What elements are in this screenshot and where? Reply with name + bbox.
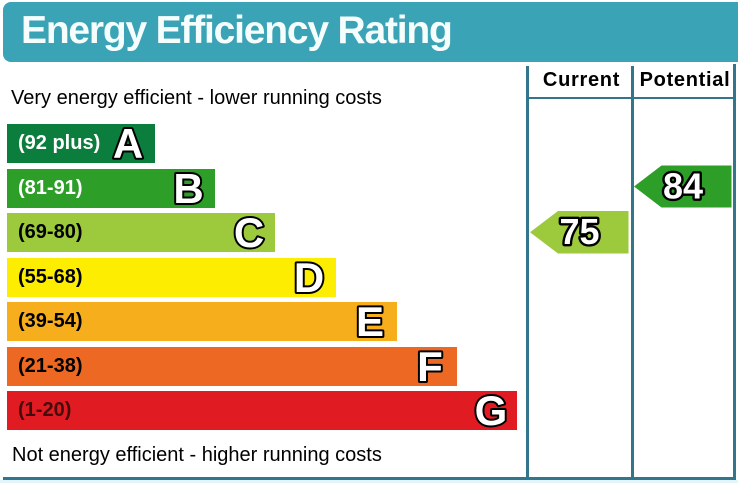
svg-text:B: B [173, 165, 203, 212]
svg-text:G: G [475, 387, 508, 434]
svg-text:D: D [294, 254, 324, 301]
svg-text:75: 75 [559, 211, 599, 252]
svg-text:A: A [113, 120, 143, 167]
svg-text:E: E [356, 298, 384, 345]
svg-text:F: F [417, 343, 443, 390]
svg-text:C: C [234, 209, 264, 256]
svg-text:84: 84 [663, 166, 703, 207]
